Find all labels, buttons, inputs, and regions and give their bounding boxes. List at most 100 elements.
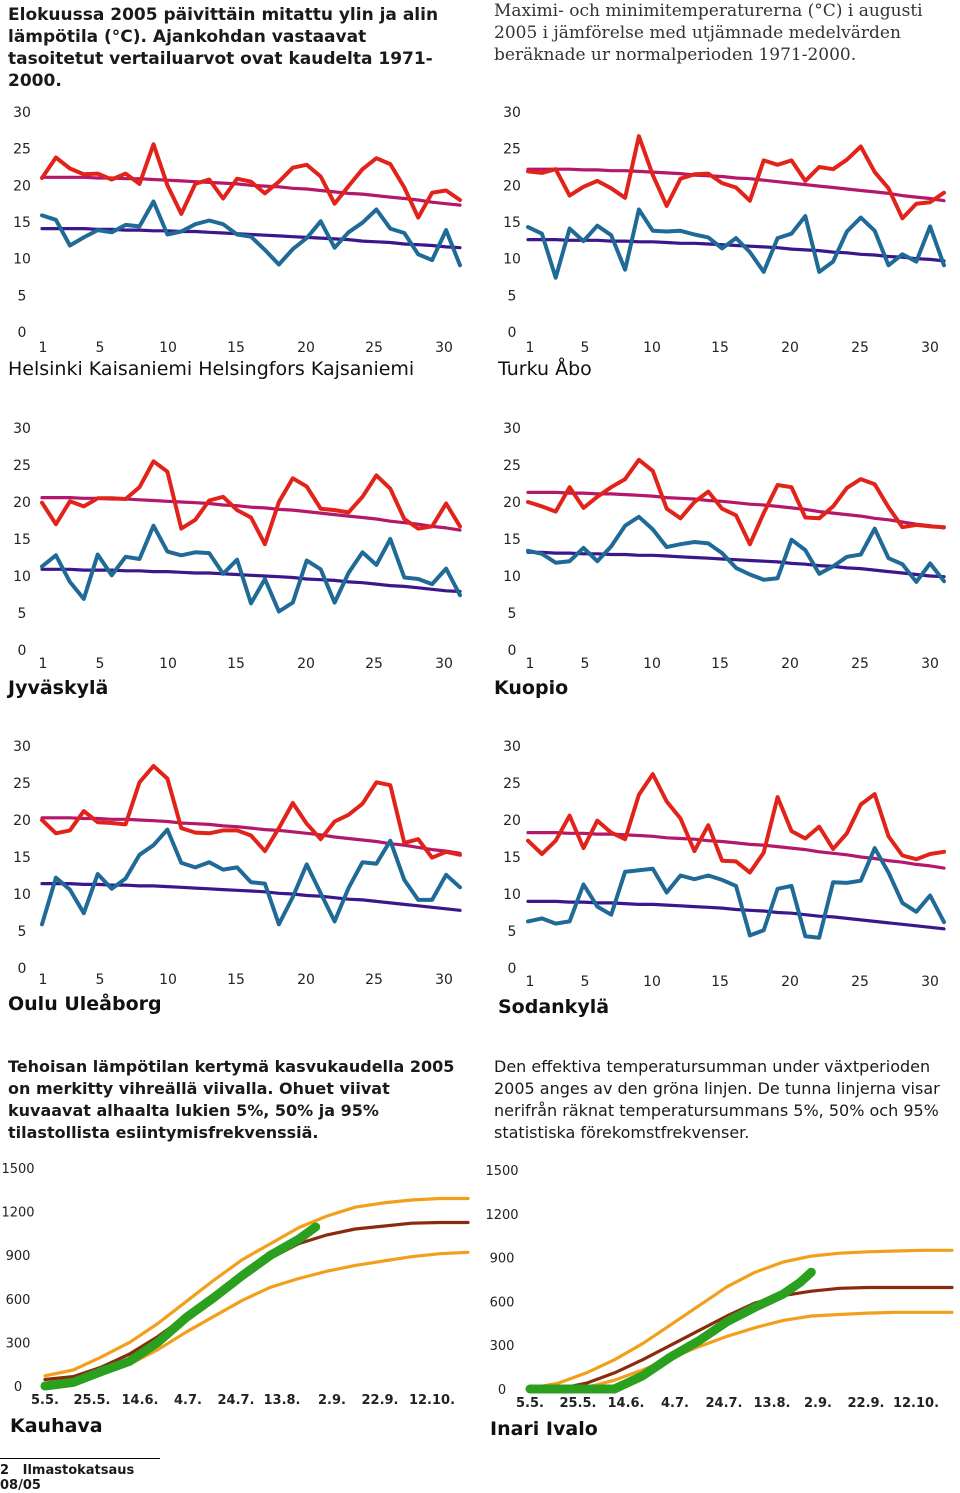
chart-1-xtick-label: 1 [39,340,48,356]
chart-7-ytick-label: 1500 [1,1162,34,1177]
chart-8-xtick-label: 2.9. [804,1396,832,1411]
chart-7-series-2005 [40,1222,321,1391]
chart-4-xtick-label: 5 [581,656,590,672]
chart-4-xtick-label: 1 [526,656,535,672]
chart-5-ytick-label: 30 [13,739,31,755]
chart-6-series-max-ref [526,830,946,870]
chart-3-ytick-label: 25 [13,458,31,474]
chart-7-xtick-label: 25.5. [73,1393,110,1408]
chart-6-xtick-label: 1 [526,974,535,990]
chart-5-series-min-ref [40,881,462,912]
chart-2-ytick-label: 5 [508,288,517,304]
chart-4-ytick-label: 25 [503,458,521,474]
chart-4-xtick-label: 25 [851,656,869,672]
chart-8-ytick-label: 1500 [485,1164,518,1179]
caption-sv-accumulation: Den effektiva temperatursumman under väx… [494,1057,940,1142]
chart-8-series-2005 [525,1267,816,1394]
chart-2-xtick-label: 20 [781,340,799,356]
chart-4-xtick-label: 30 [921,656,939,672]
chart-1-xtick-label: 20 [297,340,315,356]
chart-8-ytick-label: 1200 [485,1208,518,1223]
chart-8-xtick-label: 25.5. [559,1396,596,1411]
chart-3-ytick-label: 15 [13,532,31,548]
chart-4-ytick-label: 5 [508,606,517,622]
chart-3-ytick-label: 0 [18,643,27,659]
chart-2-ytick-label: 15 [503,215,521,231]
chart-8-ytick-label: 600 [490,1295,515,1310]
chart-4-xtick-label: 10 [643,656,661,672]
chart-2-ytick-label: 20 [503,178,521,194]
chart-1-ytick-label: 15 [13,215,31,231]
chart-2-xtick-label: 25 [851,340,869,356]
chart-2-xtick-label: 1 [526,340,535,356]
chart-8-ytick-label: 900 [490,1252,515,1267]
chart-7-xtick-label: 4.7. [174,1393,202,1408]
chart-1-xtick-label: 15 [227,340,245,356]
chart-5-xtick-label: 5 [96,972,105,988]
chart-5-series-max [40,764,462,860]
chart-2-xtick-label: 30 [921,340,939,356]
chart-6-xtick-label: 10 [643,974,661,990]
page-number: 2 [0,1463,10,1478]
chart-4-ytick-label: 15 [503,532,521,548]
chart-3-xtick-label: 30 [435,656,453,672]
chart-4-series-max [526,457,946,547]
chart-6-title: Sodankylä [498,996,609,1018]
chart-4-xtick-label: 20 [781,656,799,672]
chart-1-ytick-label: 5 [18,288,27,304]
chart-8-xtick-label: 13.8. [753,1396,790,1411]
chart-6-xtick-label: 15 [711,974,729,990]
chart-1-series-min-ref [40,227,462,250]
chart-5-ytick-label: 15 [13,850,31,866]
chart-8-xtick-label: 5.5. [516,1396,544,1411]
caption-fi-accumulation: Tehoisan lämpötilan kertymä kasvukaudell… [8,1057,455,1142]
chart-3-title: Jyväskylä [6,677,108,699]
chart-7-series-95pct [43,1196,470,1378]
chart-6-ytick-label: 5 [508,924,517,940]
chart-5-xtick-label: 1 [39,972,48,988]
chart-7-ytick-label: 300 [6,1336,31,1351]
chart-7-xtick-label: 14.6. [121,1393,158,1408]
chart-1-ytick-label: 20 [13,178,31,194]
chart-4-xtick-label: 15 [711,656,729,672]
chart-6-series-max [526,772,946,875]
chart-1-xtick-label: 25 [365,340,383,356]
chart-3-ytick-label: 5 [18,606,27,622]
chart-8-ytick-label: 300 [490,1339,515,1354]
chart-8-series-50pct [528,1285,954,1391]
chart-5-xtick-label: 20 [297,972,315,988]
chart-7-xtick-label: 2.9. [318,1393,346,1408]
chart-5-xtick-label: 30 [435,972,453,988]
chart-5-xtick-label: 15 [227,972,245,988]
chart-4-ytick-label: 30 [503,421,521,437]
chart-5-title: Oulu Uleåborg [8,991,162,1015]
chart-6-xtick-label: 30 [921,974,939,990]
chart-2-ytick-label: 10 [503,252,521,268]
chart-1-ytick-label: 10 [13,252,31,268]
chart-4-series-min [526,514,946,584]
chart-1-series-min [40,199,462,268]
chart-4-ytick-label: 0 [508,643,517,659]
chart-4-ytick-label: 20 [503,495,521,511]
chart-8-xtick-label: 14.6. [607,1396,644,1411]
chart-3-xtick-label: 25 [365,656,383,672]
chart-3-series-min-ref [40,567,462,594]
chart-6-ytick-label: 30 [503,739,521,755]
chart-7-xtick-label: 13.8. [263,1393,300,1408]
chart-1-xtick-label: 30 [435,340,453,356]
chart-3-xtick-label: 5 [96,656,105,672]
chart-8-ytick-label: 0 [498,1383,506,1398]
chart-8-series-5pct [528,1310,954,1391]
chart-6-ytick-label: 15 [503,850,521,866]
chart-2-xtick-label: 5 [581,340,590,356]
chart-7-xtick-label: 5.5. [31,1393,59,1408]
chart-7-xtick-label: 24.7. [217,1393,254,1408]
chart-6-xtick-label: 20 [781,974,799,990]
chart-3-xtick-label: 15 [227,656,245,672]
chart-7-ytick-label: 1200 [1,1206,34,1221]
chart-6-series-min-ref [526,899,946,931]
chart-5-xtick-label: 25 [365,972,383,988]
chart-4-series-min-ref [526,550,946,579]
chart-5-series-min [40,827,462,927]
chart-2-ytick-label: 25 [503,142,521,158]
